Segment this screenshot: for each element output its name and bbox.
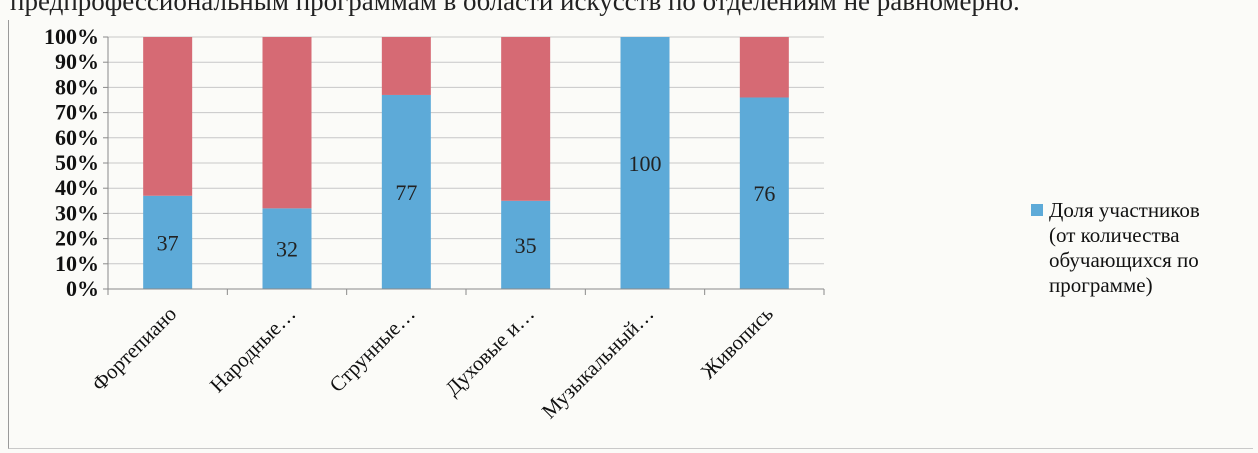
bar-segment-red — [143, 37, 193, 196]
x-category-label: Фортепиано — [87, 302, 181, 396]
y-tick-label: 40% — [55, 175, 99, 200]
x-category-label: Народные… — [205, 302, 301, 398]
y-tick-label: 60% — [55, 125, 99, 150]
x-category-label: Струнные… — [325, 302, 420, 397]
y-tick-label: 70% — [55, 100, 99, 125]
stacked-bar-chart: 0%10%20%30%40%50%60%70%80%90%100% 37 Форте… — [44, 24, 825, 424]
bar-segment-red — [262, 37, 312, 209]
bar-data-label: 35 — [515, 233, 537, 258]
chart-container: 0% 10% 20% 30% 40% 50% 60% 70% 80% 90% 100% 37 Форте… — [8, 20, 1253, 449]
legend-label-line: обучающихся по — [1049, 248, 1199, 272]
chart-legend: Доля участников (от количества обучающих… — [1031, 198, 1258, 298]
y-tick-label: 30% — [55, 200, 99, 225]
x-category-label: Живопись — [696, 302, 778, 384]
bar-segment-blue — [620, 37, 670, 289]
y-tick-label: 50% — [55, 150, 99, 175]
bar-data-label: 76 — [753, 181, 775, 206]
x-category-label: Музыкальный… — [537, 302, 659, 424]
bar-data-label: 37 — [157, 230, 179, 255]
bar-segment-blue — [739, 97, 789, 289]
legend-label-line: Доля участников — [1049, 198, 1200, 222]
bar-segment-blue — [262, 208, 312, 289]
x-category-label: Духовые и… — [440, 302, 539, 401]
legend-label: Доля участников (от количества обучающих… — [1049, 198, 1200, 298]
y-tick-label: 20% — [55, 226, 99, 251]
bar-data-label: 100 — [629, 151, 662, 176]
bar-segment-red — [739, 37, 789, 98]
bar-data-label: 32 — [276, 237, 298, 262]
y-tick-label: 100% — [44, 24, 99, 49]
bar-segment-red — [501, 37, 551, 201]
legend-label-line: (от количества — [1049, 223, 1180, 247]
y-tick-label: 10% — [55, 251, 99, 276]
y-tick-label: 90% — [55, 49, 99, 74]
bar-segment-blue — [381, 94, 431, 290]
bar-data-label: 77 — [395, 180, 417, 205]
y-tick-label: 80% — [55, 74, 99, 99]
bar-segment-red — [381, 37, 431, 95]
bar-segment-blue — [501, 200, 551, 289]
y-tick-label: 0% — [66, 276, 99, 301]
legend-label-line: программе) — [1049, 273, 1153, 297]
legend-swatch-blue — [1031, 204, 1043, 216]
bar-segment-blue — [143, 195, 193, 289]
page-top-text: предпрофессиональным программам в област… — [10, 0, 1020, 16]
